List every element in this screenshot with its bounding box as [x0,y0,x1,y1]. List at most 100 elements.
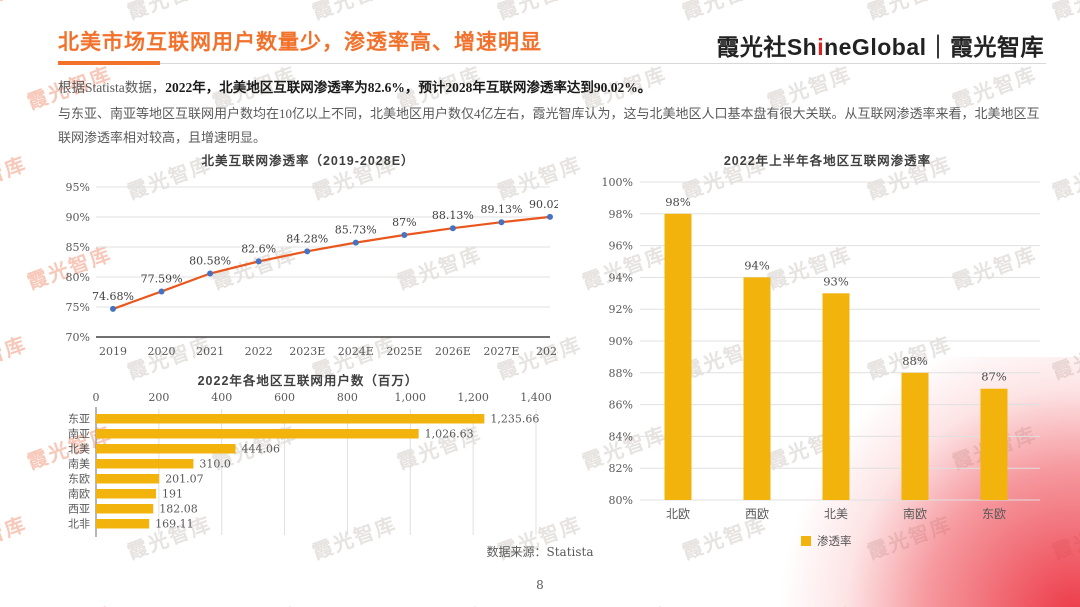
line-chart-title: 北美互联网渗透率（2019-2028E） [201,154,415,168]
svg-text:77.59%: 77.59% [141,272,183,285]
svg-text:70%: 70% [66,331,90,344]
intro-line: 根据Statista数据，2022年，北美地区互联网渗透率为82.6%，预计20… [58,76,1048,96]
svg-text:200: 200 [148,391,169,404]
logo-latin-post: neGlobal [824,34,927,60]
title-divider [58,61,1046,65]
svg-text:98%: 98% [665,195,691,209]
svg-text:90%: 90% [609,335,633,348]
svg-text:东欧: 东欧 [68,473,90,486]
page-number: 8 [536,578,544,592]
svg-text:南亚: 南亚 [68,428,90,441]
svg-text:87%: 87% [392,216,416,229]
svg-text:西亚: 西亚 [68,503,90,516]
svg-text:74.68%: 74.68% [92,290,134,303]
svg-text:85.73%: 85.73% [335,224,377,237]
svg-text:南欧: 南欧 [903,506,927,521]
svg-text:88.13%: 88.13% [432,209,474,222]
svg-text:92%: 92% [609,303,633,316]
intro-bold-text: 2022年，北美地区互联网渗透率为82.6%，预计2028年互联网渗透率达到90… [165,80,652,95]
svg-text:西欧: 西欧 [745,507,769,521]
svg-text:2026E: 2026E [435,345,471,358]
intro-normal-text: 根据Statista数据， [58,80,166,95]
logo-cn-suffix: 霞光智库 [950,34,1044,60]
line-chart-penetration-trend: 北美互联网渗透率（2019-2028E） 95% 90% 85% 80% 75% 70% 7… [58,150,558,369]
svg-text:90%: 90% [66,211,90,224]
svg-text:渗透率: 渗透率 [817,534,852,548]
brand-logo: 霞光社ShineGlobal｜霞光智库 [716,28,1044,62]
svg-text:2021: 2021 [196,345,224,358]
svg-text:90.02%: 90.02% [529,198,558,211]
body-paragraph: 与东亚、南亚等地区互联网用户数均在10亿以上不同，北美地区用户数仅4亿左右，霞光… [58,106,1040,146]
hbar-chart-users-by-region: 2022年各地区互联网用户数（百万） 0 200 400 600 800 1,000 1,2… [58,370,558,541]
title-divider-accent [58,61,160,65]
svg-text:2023E: 2023E [289,345,325,358]
svg-text:88%: 88% [902,354,928,368]
svg-text:82.6%: 82.6% [241,242,276,255]
svg-text:北美: 北美 [824,507,848,521]
svg-text:2027E: 2027E [483,345,519,358]
svg-text:2025E: 2025E [386,345,422,358]
svg-text:1,400: 1,400 [520,391,552,404]
svg-text:84.28%: 84.28% [286,232,328,245]
svg-text:100%: 100% [602,176,633,189]
hbar-chart-title: 2022年各地区互联网用户数（百万） [197,374,419,388]
logo-cn-prefix: 霞光社 [716,34,787,60]
svg-text:182.08: 182.08 [159,503,198,516]
svg-text:80%: 80% [66,271,90,284]
svg-text:444.06: 444.06 [242,443,280,456]
svg-text:南欧: 南欧 [68,488,90,501]
svg-text:2019: 2019 [99,345,127,358]
svg-text:1,200: 1,200 [457,391,489,404]
svg-text:1,026.63: 1,026.63 [425,428,474,441]
svg-text:75%: 75% [66,301,90,314]
svg-text:84%: 84% [609,430,633,443]
vbar-chart-plot: 100% 98% 96% 94% 92% 90% 88% 86% 84% 82% 80% 98% 北欧 9… [602,176,1040,548]
svg-text:88%: 88% [609,367,633,380]
data-source-note: 数据来源：Statista [486,545,594,559]
svg-text:1,000: 1,000 [395,391,427,404]
svg-text:2020: 2020 [148,345,176,358]
svg-text:96%: 96% [609,240,633,253]
svg-text:北非: 北非 [68,518,90,531]
svg-text:82%: 82% [609,462,633,475]
svg-text:80%: 80% [609,494,633,507]
line-chart-plot: 95% 90% 85% 80% 75% 70% 74.68% 2019 77.59% 2020 80… [66,181,558,358]
svg-text:2028: 2028 [536,345,558,358]
logo-separator: ｜ [926,34,950,60]
svg-text:191: 191 [162,488,183,501]
svg-text:93%: 93% [823,274,849,288]
svg-text:1,235.66: 1,235.66 [490,413,539,426]
page-title: 北美市场互联网用户数量少，渗透率高、增速明显 [58,31,542,54]
svg-text:北美: 北美 [68,443,90,456]
title-divider-line [58,63,1046,64]
svg-text:2022: 2022 [245,345,273,358]
svg-text:2024E: 2024E [338,345,374,358]
svg-text:北欧: 北欧 [666,507,690,521]
vbar-chart-title: 2022年上半年各地区互联网渗透率 [723,154,932,168]
svg-text:800: 800 [337,391,358,404]
logo-accent-letter: i [817,34,825,60]
svg-text:东亚: 东亚 [68,413,90,426]
logo-latin-pre: Sh [786,34,818,60]
svg-text:87%: 87% [981,370,1007,384]
svg-text:400: 400 [211,391,232,404]
svg-text:东欧: 东欧 [982,507,1006,521]
svg-text:310.0: 310.0 [199,458,231,471]
svg-text:0: 0 [93,391,100,404]
hbar-chart-plot: 0 200 400 600 800 1,000 1,200 1,400 东亚 1,235.66 南亚… [68,391,552,537]
svg-text:201.07: 201.07 [165,473,204,486]
svg-text:85%: 85% [66,241,90,254]
svg-text:98%: 98% [609,208,633,221]
svg-text:94%: 94% [744,258,770,272]
svg-text:89.13%: 89.13% [480,203,522,216]
svg-text:169.11: 169.11 [155,518,194,531]
svg-text:86%: 86% [609,399,633,412]
svg-text:94%: 94% [609,271,633,284]
svg-text:南美: 南美 [68,458,90,471]
svg-text:600: 600 [274,391,295,404]
svg-text:95%: 95% [66,181,90,194]
vbar-chart-penetration-by-region: 2022年上半年各地区互联网渗透率 100% 98% 96% 94% 92% 90% 88%… [600,150,1055,557]
svg-text:80.58%: 80.58% [189,255,231,268]
